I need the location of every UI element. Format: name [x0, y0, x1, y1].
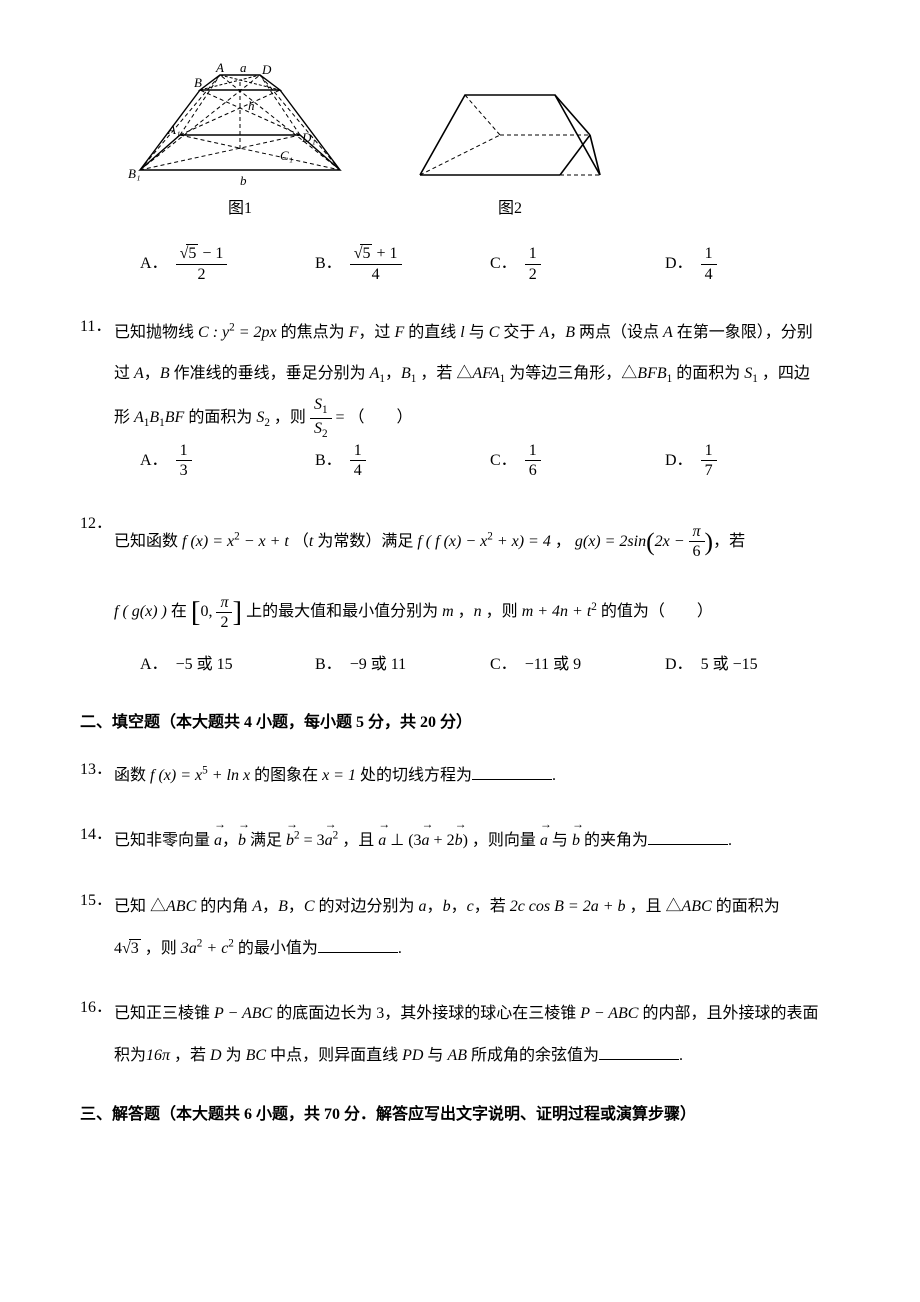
figures-row: A a B D h A₁ B₁ C₁ D₁ b 图1 图2 — [120, 60, 840, 224]
question-12: 12． 已知函数 f (x) = x2 − x + t （t 为常数）满足 f … — [80, 509, 840, 681]
question-13: 13． 函数 f (x) = x5 + ln x 的图象在 x = 1 处的切线… — [80, 755, 840, 797]
svg-text:a: a — [240, 60, 247, 75]
svg-text:B: B — [194, 75, 202, 90]
q12-options: A．−5 或 15 B．−9 或 11 C．−11 或 9 D．5 或 −15 — [140, 650, 840, 680]
q11-text: 已知抛物线 C : y2 = 2px 的焦点为 F，过 F 的直线 l 与 C … — [114, 312, 840, 441]
question-16: 16． 已知正三棱锥 P − ABC 的底面边长为 3，其外接球的球心在三棱锥 … — [80, 993, 840, 1076]
q14-number: 14． — [80, 820, 114, 850]
q12-option-b: B．−9 或 11 — [315, 650, 490, 680]
q13-blank — [472, 763, 552, 780]
q12-text: 已知函数 f (x) = x2 − x + t （t 为常数）满足 f ( f … — [114, 509, 840, 650]
svg-text:h: h — [248, 98, 255, 113]
svg-text:B₁: B₁ — [128, 166, 140, 181]
q10-options: A． √5 − 12 B． √5 + 14 C． 12 D． 14 — [140, 244, 840, 283]
q11-option-d: D．17 — [665, 441, 840, 480]
q10-option-d: D． 14 — [665, 244, 840, 283]
svg-text:A: A — [215, 60, 224, 75]
q11-number: 11． — [80, 312, 114, 342]
q14-blank — [648, 828, 728, 845]
figure-2: 图2 — [400, 80, 620, 224]
q10-option-c: C． 12 — [490, 244, 665, 283]
question-14: 14． 已知非零向量 a，b 满足 b2 = 3a2 ，且 a ⊥ (3a + … — [80, 820, 840, 862]
figure-2-caption: 图2 — [498, 194, 522, 224]
section-3-heading: 三、解答题（本大题共 6 小题，共 70 分．解答应写出文字说明、证明过程或演算… — [80, 1100, 840, 1130]
q13-number: 13． — [80, 755, 114, 785]
section-2-heading: 二、填空题（本大题共 4 小题，每小题 5 分，共 20 分） — [80, 708, 840, 738]
q11-options: A．13 B．14 C．16 D．17 — [140, 441, 840, 480]
q12-option-d: D．5 或 −15 — [665, 650, 840, 680]
q16-text: 已知正三棱锥 P − ABC 的底面边长为 3，其外接球的球心在三棱锥 P − … — [114, 993, 840, 1076]
question-15: 15． 已知 △ABC 的内角 A，B，C 的对边分别为 a，b，c，若 2c … — [80, 886, 840, 969]
svg-text:b: b — [240, 173, 247, 188]
figure-1-svg: A a B D h A₁ B₁ C₁ D₁ b — [120, 60, 360, 190]
q12-option-c: C．−11 或 9 — [490, 650, 665, 680]
q16-number: 16． — [80, 993, 114, 1023]
q11-option-c: C．16 — [490, 441, 665, 480]
q15-blank — [318, 936, 398, 953]
figure-2-svg — [400, 80, 620, 190]
figure-1-caption: 图1 — [228, 194, 252, 224]
svg-text:A₁: A₁ — [167, 122, 180, 137]
q11-option-b: B．14 — [315, 441, 490, 480]
figure-1: A a B D h A₁ B₁ C₁ D₁ b 图1 — [120, 60, 360, 224]
q13-text: 函数 f (x) = x5 + ln x 的图象在 x = 1 处的切线方程为. — [114, 755, 840, 797]
q11-option-a: A．13 — [140, 441, 315, 480]
q15-text: 已知 △ABC 的内角 A，B，C 的对边分别为 a，b，c，若 2c cos … — [114, 886, 840, 969]
svg-text:C₁: C₁ — [280, 148, 293, 163]
q14-text: 已知非零向量 a，b 满足 b2 = 3a2 ，且 a ⊥ (3a + 2b) … — [114, 820, 840, 862]
q10-option-a: A． √5 − 12 — [140, 244, 315, 283]
q12-number: 12． — [80, 509, 114, 539]
question-11: 11． 已知抛物线 C : y2 = 2px 的焦点为 F，过 F 的直线 l … — [80, 312, 840, 481]
q16-blank — [599, 1043, 679, 1060]
q10-option-b: B． √5 + 14 — [315, 244, 490, 283]
svg-text:D: D — [261, 62, 272, 77]
q12-option-a: A．−5 或 15 — [140, 650, 315, 680]
svg-text:D₁: D₁ — [301, 130, 316, 145]
q15-number: 15． — [80, 886, 114, 916]
